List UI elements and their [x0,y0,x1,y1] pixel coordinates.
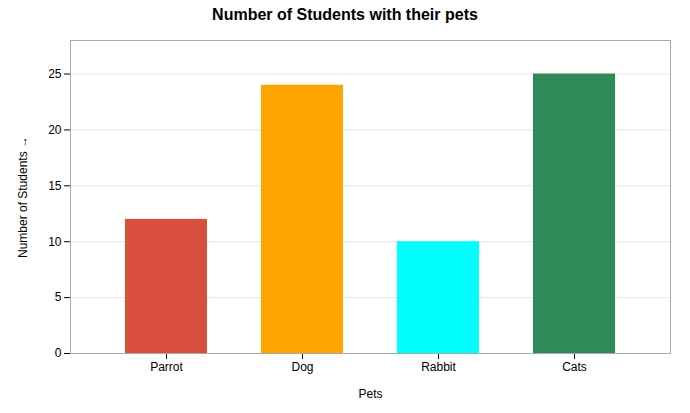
svg-text:Pets: Pets [358,387,382,401]
svg-text:Rabbit: Rabbit [421,360,456,374]
svg-text:15: 15 [48,179,62,193]
svg-text:Number of Students →: Number of Students → [16,136,30,258]
svg-text:Dog: Dog [291,360,313,374]
svg-text:Cats: Cats [562,360,587,374]
svg-text:10: 10 [48,235,62,249]
html-text:Number of Students with their: Number of Students with their pets [212,6,478,23]
svg-text:0: 0 [55,346,62,360]
svg-text:Parrot: Parrot [150,360,183,374]
svg-text:5: 5 [55,290,62,304]
svg-text:20: 20 [48,123,62,137]
svg-text:25: 25 [48,67,62,81]
